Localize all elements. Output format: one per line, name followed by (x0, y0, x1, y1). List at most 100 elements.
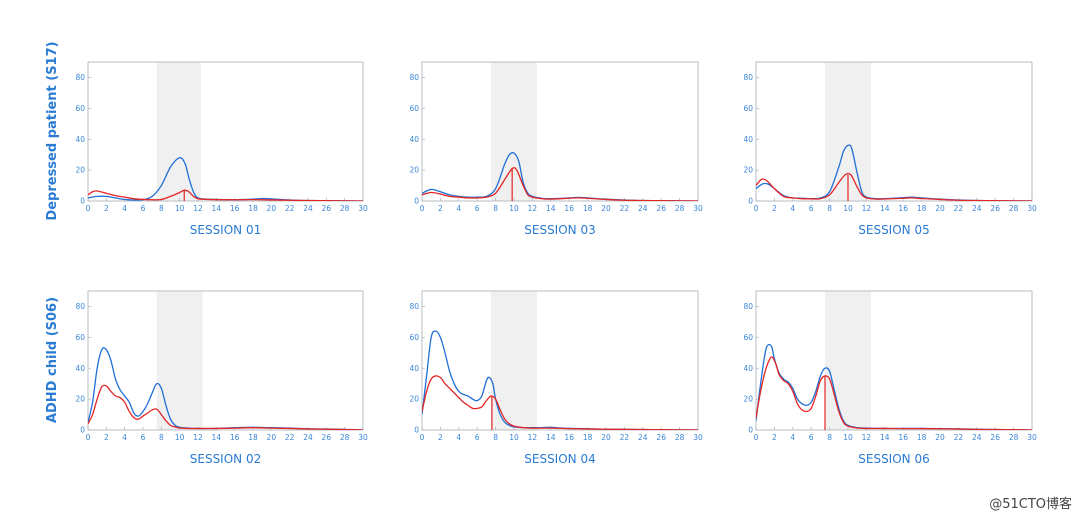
highlight-band (156, 62, 201, 201)
x-tick-label: 0 (86, 204, 91, 213)
x-tick-label: 24 (972, 204, 982, 213)
y-tick-label: 80 (75, 302, 85, 311)
plot-frame (755, 290, 1033, 431)
y-tick-label: 20 (75, 166, 85, 175)
blue-series-line (756, 343, 1032, 430)
y-tick-label: 60 (743, 333, 753, 342)
x-tick-label: 20 (601, 433, 611, 442)
x-tick-label: 6 (475, 204, 480, 213)
series-group (422, 152, 698, 201)
y-tick-label: 60 (409, 104, 419, 113)
y-tick-label: 20 (743, 395, 753, 404)
x-tick-label: 24 (303, 204, 313, 213)
x-tick-label: 0 (86, 433, 91, 442)
x-tick-label: 28 (340, 433, 350, 442)
y-tick-label: 40 (409, 364, 419, 373)
y-tick-label: 40 (743, 364, 753, 373)
session-label: SESSION 02 (190, 452, 261, 466)
blue-series-line (88, 157, 363, 201)
x-tick-label: 24 (638, 433, 648, 442)
blue-series-line (422, 152, 698, 201)
session-label: SESSION 03 (524, 223, 595, 237)
series-group (756, 343, 1032, 430)
x-tick-label: 30 (693, 433, 703, 442)
plot-frame (755, 61, 1033, 202)
series-group (88, 157, 363, 201)
y-tick-label: 0 (414, 197, 419, 206)
y-tick-label: 20 (75, 395, 85, 404)
x-tick-label: 6 (475, 433, 480, 442)
x-tick-label: 18 (917, 433, 927, 442)
x-tick-label: 20 (267, 204, 277, 213)
x-tick-label: 2 (772, 433, 777, 442)
y-tick-label: 0 (748, 197, 753, 206)
x-tick-label: 26 (322, 433, 332, 442)
x-tick-label: 4 (456, 204, 461, 213)
x-tick-label: 20 (267, 433, 277, 442)
red-series-line (756, 172, 1032, 201)
x-tick-label: 12 (862, 204, 872, 213)
x-tick-label: 18 (917, 204, 927, 213)
x-tick-label: 10 (509, 204, 519, 213)
x-tick-label: 30 (358, 204, 368, 213)
x-tick-label: 10 (175, 204, 185, 213)
x-tick-label: 14 (212, 204, 222, 213)
x-tick-label: 12 (528, 204, 538, 213)
x-tick-label: 18 (248, 433, 258, 442)
x-tick-label: 24 (638, 204, 648, 213)
x-tick-label: 2 (438, 204, 443, 213)
y-tick-label: 0 (80, 426, 85, 435)
x-tick-label: 30 (1027, 204, 1037, 213)
x-tick-label: 20 (935, 204, 945, 213)
x-tick-label: 2 (438, 433, 443, 442)
session-label: SESSION 01 (190, 223, 261, 237)
y-tick-label: 40 (743, 135, 753, 144)
y-tick-label: 0 (80, 197, 85, 206)
x-tick-label: 0 (420, 433, 425, 442)
x-tick-label: 8 (827, 204, 832, 213)
x-tick-label: 8 (827, 433, 832, 442)
x-tick-label: 30 (1027, 433, 1037, 442)
x-tick-label: 30 (693, 204, 703, 213)
y-tick-label: 60 (75, 333, 85, 342)
x-tick-label: 10 (175, 433, 185, 442)
x-tick-label: 6 (809, 433, 814, 442)
x-tick-label: 18 (583, 204, 593, 213)
x-tick-label: 18 (248, 204, 258, 213)
x-tick-label: 16 (898, 204, 908, 213)
y-tick-label: 80 (409, 73, 419, 82)
y-tick-label: 20 (409, 395, 419, 404)
series-group (88, 347, 363, 430)
x-tick-label: 28 (675, 433, 685, 442)
x-tick-label: 10 (509, 433, 519, 442)
x-tick-label: 28 (675, 204, 685, 213)
x-tick-label: 24 (303, 433, 313, 442)
x-tick-label: 8 (493, 204, 498, 213)
y-tick-label: 60 (75, 104, 85, 113)
plot-frame (87, 290, 364, 431)
x-tick-label: 22 (285, 204, 295, 213)
x-tick-label: 22 (285, 433, 295, 442)
x-tick-label: 22 (620, 204, 630, 213)
x-tick-label: 14 (880, 204, 890, 213)
x-tick-label: 12 (862, 433, 872, 442)
y-tick-label: 80 (75, 73, 85, 82)
highlight-band (825, 291, 871, 430)
x-tick-label: 28 (1009, 204, 1019, 213)
x-tick-label: 28 (1009, 433, 1019, 442)
x-tick-label: 16 (898, 433, 908, 442)
x-tick-label: 0 (420, 204, 425, 213)
x-tick-label: 4 (122, 204, 127, 213)
y-tick-label: 20 (743, 166, 753, 175)
x-tick-label: 6 (141, 433, 146, 442)
session-label: SESSION 05 (858, 223, 929, 237)
x-tick-label: 26 (322, 204, 332, 213)
x-tick-label: 20 (601, 204, 611, 213)
highlight-band (156, 291, 203, 430)
blue-series-line (756, 144, 1032, 201)
red-series-line (88, 384, 363, 430)
